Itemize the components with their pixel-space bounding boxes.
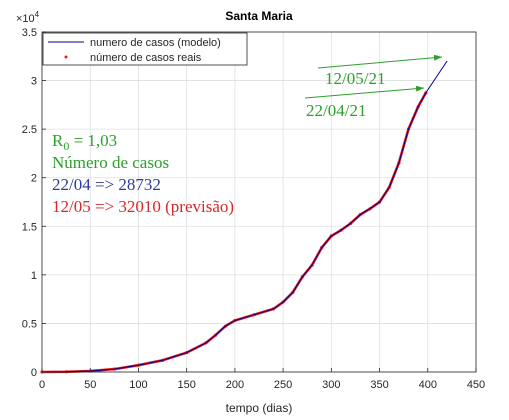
annotation-r0: R0 = 1,03	[52, 131, 117, 153]
x-tick-label: 300	[322, 379, 340, 391]
x-tick-label: 400	[419, 379, 437, 391]
x-tick-label: 350	[370, 379, 388, 391]
y-multiplier: ×104	[16, 10, 40, 25]
y-tick-label: 3.5	[22, 27, 37, 39]
y-multiplier-base: ×10	[16, 13, 35, 25]
r0-subscript: 0	[63, 139, 69, 153]
legend-box	[42, 32, 248, 66]
y-tick-label: 1	[31, 270, 37, 282]
r0-value: = 1,03	[69, 131, 117, 150]
model-line	[41, 60, 448, 373]
x-tick-label: 450	[467, 379, 485, 391]
chart-title: Santa Maria	[225, 9, 293, 23]
x-axis-label: tempo (dias)	[226, 401, 293, 415]
x-tick-label: 50	[84, 379, 96, 391]
legend-label: número de casos reais	[90, 52, 202, 64]
axes-box	[41, 31, 477, 373]
y-tick-label: 0	[31, 367, 37, 379]
r0-symbol: R	[52, 131, 64, 150]
x-tick-label: 0	[39, 379, 45, 391]
x-tick-label: 200	[226, 379, 244, 391]
annotation-arrow	[304, 85, 425, 99]
legend-label: numero de casos (modelo)	[90, 37, 221, 49]
legend: numero de casos (modelo) número de casos…	[42, 32, 248, 66]
x-tick-label: 100	[129, 379, 147, 391]
x-tick-label: 150	[177, 379, 195, 391]
y-tick-label: 2.5	[22, 124, 37, 136]
legend-dot	[64, 55, 68, 59]
annotation-arrow	[317, 54, 443, 69]
marks	[40, 60, 448, 374]
annotation-date: 22/04/21	[306, 101, 366, 120]
x-tick-label: 250	[274, 379, 292, 391]
y-tick-label: 0.5	[22, 318, 37, 330]
y-tick-label: 2	[31, 173, 37, 185]
y-multiplier-exponent: 4	[35, 10, 40, 19]
y-tick-label: 3	[31, 76, 37, 88]
annotations: 12/05/21 22/04/21 R0 = 1,03 Número de ca…	[52, 54, 443, 216]
annotation-date: 12/05/21	[325, 69, 385, 88]
y-tick-label: 1.5	[22, 221, 37, 233]
annotation-forecast: 12/05 => 32010 (previsão)	[52, 197, 234, 216]
plot-area	[42, 32, 476, 372]
annotation-last: 22/04 => 28732	[52, 175, 161, 194]
annotation-heading: Número de casos	[52, 153, 169, 172]
